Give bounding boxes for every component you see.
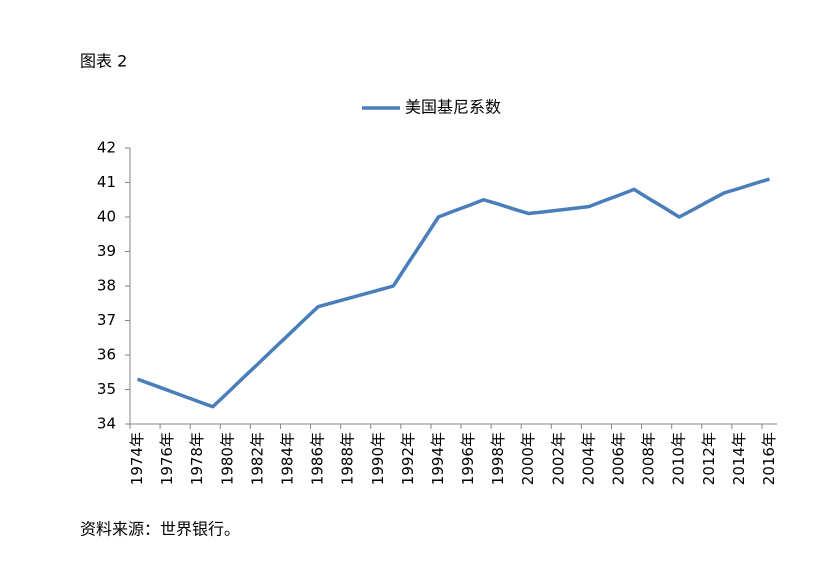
x-tick-label: 2010年: [670, 432, 688, 485]
x-tick-label: 1986年: [309, 432, 327, 485]
x-tick-label: 1982年: [248, 432, 266, 485]
y-tick-label: 39: [97, 242, 116, 260]
x-tick-label: 1980年: [218, 432, 236, 485]
y-tick-label: 34: [97, 415, 116, 433]
x-tick-label: 1998年: [489, 432, 507, 485]
x-tick-label: 2008年: [640, 432, 658, 485]
y-tick-label: 38: [97, 277, 116, 295]
x-tick-label: 2014年: [730, 432, 748, 485]
source-note: 资料来源：世界银行。: [80, 520, 240, 539]
x-tick-label: 1992年: [399, 432, 417, 485]
y-tick-label: 40: [97, 208, 116, 226]
data-line: [136, 177, 770, 409]
x-tick-label: 1984年: [278, 432, 296, 485]
x-tick-label: 2000年: [519, 432, 537, 485]
x-tick-label: 2012年: [700, 432, 718, 485]
x-tick-label: 1974年: [128, 432, 146, 485]
chart-title: 图表 2: [80, 52, 127, 71]
x-tick-label: 2004年: [579, 432, 597, 485]
y-tick-label: 36: [97, 346, 116, 364]
x-tick-label: 1990年: [369, 432, 387, 485]
y-tick-label: 42: [97, 139, 116, 157]
x-tick-label: 1988年: [339, 432, 357, 485]
x-tick-label: 1994年: [429, 432, 447, 485]
y-tick-label: 35: [97, 380, 116, 398]
x-tick-label: 2006年: [610, 432, 628, 485]
x-tick-label: 1976年: [158, 432, 176, 485]
y-tick-label: 41: [97, 173, 116, 191]
x-tick-label: 2002年: [549, 432, 567, 485]
x-tick-label: 1978年: [188, 432, 206, 485]
x-tick-label: 2016年: [760, 432, 778, 485]
legend-label: 美国基尼系数: [405, 98, 501, 117]
y-tick-label: 37: [97, 311, 116, 329]
x-tick-label: 1996年: [459, 432, 477, 485]
